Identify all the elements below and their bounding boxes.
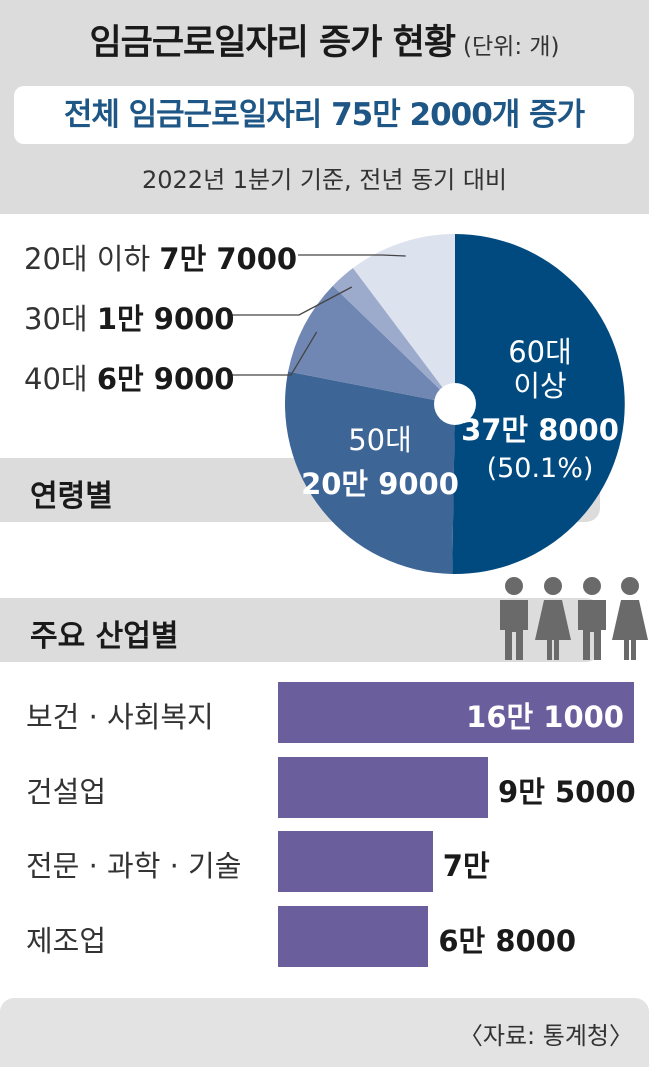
pie-center-hole — [434, 383, 476, 425]
pie-slice-50s — [284, 371, 455, 574]
female-person-icon — [612, 577, 648, 660]
bar-value-health: 16만 1000 — [466, 700, 624, 734]
industry-label-manufacturing: 제조업 — [26, 924, 107, 958]
pie-slice-60plus — [452, 234, 625, 574]
legend-20s: 20대 이하 7만 7000 — [24, 236, 297, 278]
pie-slice-40s — [288, 285, 455, 404]
legend-30s-value: 1만 9000 — [96, 302, 235, 336]
bar-value-manufacturing: 6만 8000 — [438, 924, 577, 958]
bar-construction — [278, 757, 489, 818]
pie-label-60plus-line1: 60대 — [508, 335, 572, 369]
industry-section-label: 주요 산업별 — [30, 619, 179, 654]
pie-label-60plus-line2: 이상 — [513, 369, 566, 403]
male-person-icon — [578, 577, 606, 660]
source-text: 〈자료: 통계청〉 — [458, 1022, 633, 1050]
bar-health — [278, 682, 634, 743]
industry-label-health: 보건 · 사회복지 — [26, 700, 214, 734]
pie-percent-60plus: (50.1%) — [487, 453, 594, 484]
bar-science — [278, 831, 433, 892]
legend-30s-label: 30대 — [24, 302, 97, 336]
legend-40s-value: 6만 9000 — [96, 362, 235, 396]
legend-20s-value: 7만 7000 — [159, 242, 298, 276]
pie-slice-30s — [332, 267, 455, 404]
pie-value-50s: 20만 9000 — [301, 467, 459, 501]
industry-label-construction: 건설업 — [26, 775, 107, 809]
leader-lines — [228, 254, 406, 376]
leader-line-30s — [228, 286, 353, 316]
pie-chart — [284, 234, 625, 574]
title-text: 임금근로일자리 증가 현황 — [89, 23, 456, 63]
pie-value-60plus: 37만 8000 — [461, 413, 619, 447]
pie-label-50s: 50대 — [348, 423, 412, 457]
bar-value-science: 7만 — [442, 849, 490, 883]
bar-value-construction: 9만 5000 — [498, 775, 636, 809]
male-person-icon — [500, 577, 528, 660]
leader-line-20s — [298, 254, 406, 257]
legend-40s: 40대 6만 9000 — [24, 356, 234, 398]
chart-title: 임금근로일자리 증가 현황 (단위: 개) — [0, 14, 649, 65]
pie-slice-20s — [353, 234, 455, 404]
footer-panel: 〈자료: 통계청〉 — [0, 998, 649, 1067]
industry-label-science: 전문 · 과학 · 기술 — [26, 849, 242, 883]
people-icon — [500, 577, 648, 660]
leader-line-40s — [228, 331, 318, 376]
legend-40s-label: 40대 — [24, 362, 97, 396]
bar-manufacturing — [278, 906, 429, 967]
legend-30s: 30대 1만 9000 — [24, 296, 234, 338]
headline-box: 전체 임금근로일자리 75만 2000개 증가 — [14, 86, 634, 144]
basis-text: 2022년 1분기 기준, 전년 동기 대비 — [141, 166, 507, 194]
chart-canvas: 60대 이상 37만 8000 (50.1%) 50대 20만 9000 — [228, 234, 648, 660]
unit-text: (단위: 개) — [463, 34, 560, 60]
female-person-icon — [535, 577, 571, 660]
age-section-label: 연령별 — [30, 479, 113, 514]
legend-20s-label: 20대 이하 — [24, 242, 160, 276]
